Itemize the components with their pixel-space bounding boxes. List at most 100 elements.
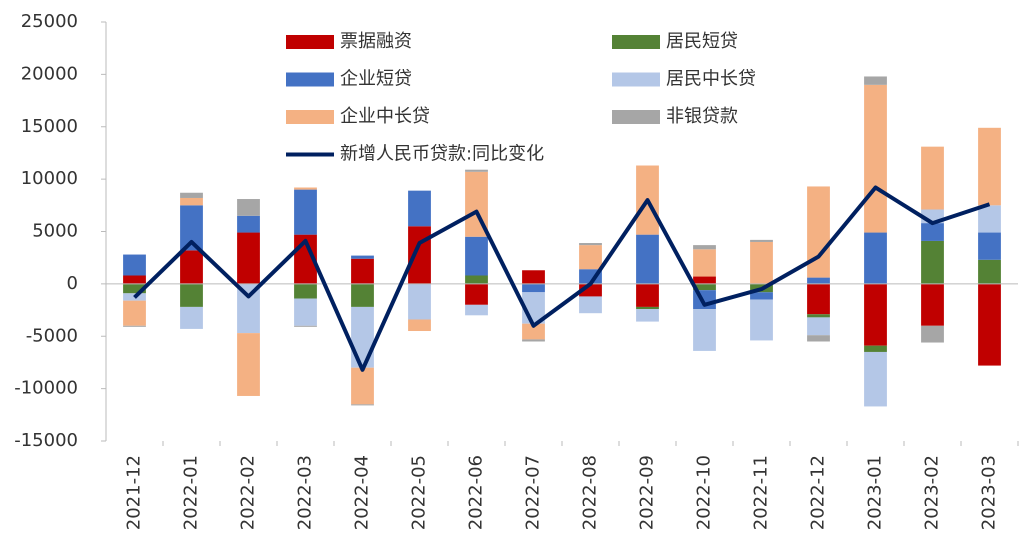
x-tick-label: 2023-03 xyxy=(979,455,1000,530)
legend-swatch xyxy=(286,110,334,124)
legend-swatch xyxy=(612,72,660,87)
bar xyxy=(294,187,317,190)
bar xyxy=(750,239,773,242)
x-tick-label: 2022-08 xyxy=(580,455,601,530)
bar xyxy=(807,335,830,342)
bar xyxy=(465,275,488,284)
bar xyxy=(636,309,659,322)
x-tick-label: 2022-02 xyxy=(238,455,259,530)
bar xyxy=(921,283,944,326)
bar xyxy=(294,283,317,299)
bar xyxy=(978,259,1001,284)
y-tick-label: -10000 xyxy=(14,378,78,399)
bar xyxy=(921,325,944,343)
y-tick-label: 0 xyxy=(67,273,78,294)
bar xyxy=(864,283,887,346)
bar xyxy=(522,323,545,340)
bar xyxy=(237,283,260,334)
bar xyxy=(522,270,545,284)
y-tick-label: -15000 xyxy=(14,430,78,451)
y-tick-label: -5000 xyxy=(26,325,78,346)
bar xyxy=(465,169,488,172)
bar xyxy=(807,186,830,278)
legend-label: 新增人民币贷款:同比变化 xyxy=(340,144,544,165)
x-tick-label: 2022-12 xyxy=(808,455,829,530)
bar xyxy=(465,283,488,305)
bar xyxy=(864,232,887,284)
y-tick-label: 15000 xyxy=(21,116,78,137)
bar xyxy=(180,197,203,206)
bar xyxy=(693,309,716,351)
legend-label: 非银贷款 xyxy=(666,106,738,127)
bar xyxy=(180,283,203,307)
legend-label: 票据融资 xyxy=(340,31,412,52)
bar xyxy=(693,249,716,277)
bar xyxy=(294,325,317,327)
bar xyxy=(237,199,260,216)
bar xyxy=(636,234,659,284)
x-tick-label: 2022-01 xyxy=(181,455,202,530)
bar xyxy=(351,404,374,406)
bar xyxy=(807,317,830,336)
x-tick-label: 2021-12 xyxy=(124,455,145,530)
y-tick-label: 25000 xyxy=(21,11,78,32)
legend-label: 居民短贷 xyxy=(666,31,738,52)
x-tick-label: 2022-03 xyxy=(295,455,316,530)
bar xyxy=(351,306,374,368)
bar xyxy=(351,255,374,259)
bar xyxy=(921,223,944,241)
x-tick-label: 2023-02 xyxy=(922,455,943,530)
bar xyxy=(636,306,659,310)
bar xyxy=(807,314,830,318)
x-tick-label: 2022-05 xyxy=(409,455,430,530)
x-tick-label: 2022-09 xyxy=(637,455,658,530)
bar xyxy=(807,277,830,284)
y-tick-label: 20000 xyxy=(21,63,78,84)
bar xyxy=(465,236,488,276)
bar xyxy=(579,245,602,270)
bar xyxy=(123,283,146,294)
bar xyxy=(408,226,431,284)
bar xyxy=(864,84,887,233)
bar xyxy=(978,127,1001,206)
bar xyxy=(294,189,317,235)
bar xyxy=(750,292,773,300)
legend-label: 企业中长贷 xyxy=(340,106,430,127)
bar xyxy=(921,146,944,210)
bar xyxy=(921,240,944,284)
bar xyxy=(408,283,431,320)
y-tick-label: 5000 xyxy=(32,221,78,242)
bar xyxy=(351,283,374,307)
bar xyxy=(180,250,203,284)
bar xyxy=(636,283,659,307)
bar xyxy=(807,283,830,315)
bar xyxy=(123,275,146,284)
bar xyxy=(864,76,887,85)
legend-swatch xyxy=(612,110,660,124)
line xyxy=(133,185,991,372)
bar xyxy=(693,283,716,291)
x-tick-label: 2022-10 xyxy=(694,455,715,530)
bar xyxy=(693,276,716,284)
x-tick-label: 2022-11 xyxy=(751,455,772,530)
bar xyxy=(579,296,602,314)
bar xyxy=(750,241,773,284)
bar xyxy=(294,298,317,326)
bar xyxy=(750,299,773,341)
bar xyxy=(123,325,146,327)
y-tick-label: 10000 xyxy=(21,168,78,189)
bar xyxy=(864,345,887,352)
bar xyxy=(978,283,1001,366)
bar xyxy=(180,306,203,329)
bar xyxy=(123,254,146,276)
x-tick-label: 2022-04 xyxy=(352,455,373,530)
bar xyxy=(465,304,488,316)
bar xyxy=(237,232,260,284)
bar xyxy=(522,339,545,342)
bar xyxy=(351,258,374,284)
legend-label: 居民中长贷 xyxy=(666,69,756,90)
bar xyxy=(864,351,887,407)
bar xyxy=(237,333,260,396)
x-tick-label: 2023-01 xyxy=(865,455,886,530)
